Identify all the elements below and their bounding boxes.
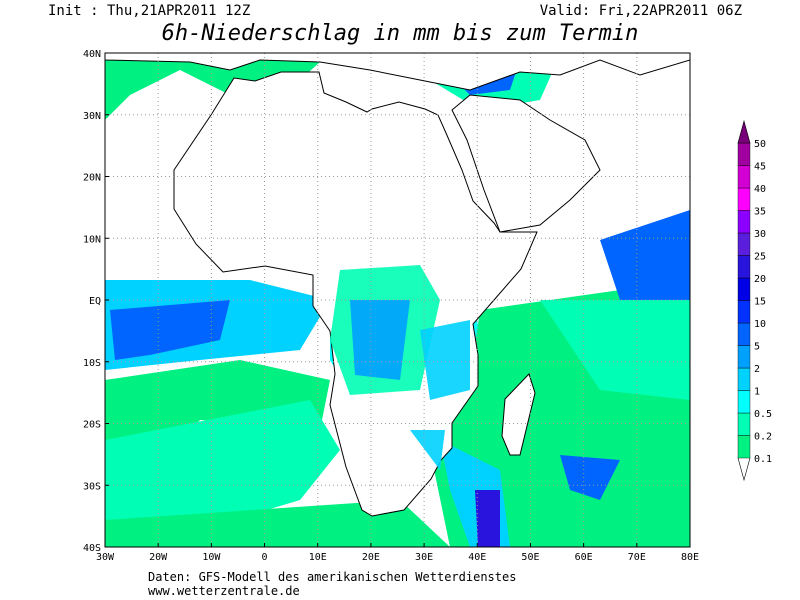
legend-label: 0.1 [754, 454, 772, 465]
legend-swatch [737, 412, 751, 436]
lon-label: 10E [309, 552, 327, 563]
legend-label: 2 [754, 364, 760, 375]
legend-label: 1 [754, 387, 760, 398]
legend-underflow [737, 457, 751, 482]
legend-label: 35 [754, 207, 766, 218]
lon-label: 60E [575, 552, 593, 563]
legend-swatch [737, 187, 751, 211]
legend-label: 5 [754, 342, 760, 353]
graticule: 30W 20W 10W 0 10E 20E 30E 40E 50E 60E 70E 80E 40N 30N… [83, 49, 699, 563]
legend-label: 20 [754, 274, 766, 285]
lat-label: 20N [83, 173, 101, 184]
lon-label: 20E [362, 552, 380, 563]
legend-label: 50 [754, 139, 766, 150]
lon-label: 10W [202, 552, 221, 563]
legend-label: 30 [754, 229, 766, 240]
legend-swatch [737, 435, 751, 459]
lat-label: 30N [83, 111, 101, 122]
legend-label: 40 [754, 184, 766, 195]
footer-source: Daten: GFS-Modell des amerikanischen Wet… [148, 570, 516, 584]
legend-swatch [737, 277, 751, 301]
legend-label: 45 [754, 162, 766, 173]
init-time: Init : Thu,21APR2011 12Z [48, 3, 250, 19]
lon-label: 20W [149, 552, 168, 563]
lat-label: 20S [83, 420, 101, 431]
legend-label: 0.2 [754, 432, 772, 443]
legend-label: 0.5 [754, 409, 772, 420]
title: 6h-Niederschlag in mm bis zum Termin [162, 21, 639, 46]
legend-swatch [737, 390, 751, 414]
legend-label: 10 [754, 319, 766, 330]
lon-label: 50E [521, 552, 539, 563]
lat-label: 10N [83, 234, 101, 245]
lon-label: 30W [96, 552, 115, 563]
lon-label: 80E [681, 552, 699, 563]
legend-label: 15 [754, 297, 766, 308]
precip-field [105, 53, 690, 547]
legend-swatch [737, 165, 751, 189]
legend-swatch [737, 345, 751, 369]
lat-label: 40N [83, 49, 101, 60]
lat-label: EQ [89, 296, 101, 307]
lat-label: 30S [83, 481, 101, 492]
lon-label: 40E [468, 552, 486, 563]
lat-label: 10S [83, 358, 101, 369]
lon-label: 30E [415, 552, 433, 563]
map-frame [104, 52, 691, 548]
legend-swatch [737, 210, 751, 234]
legend-overflow [737, 119, 751, 144]
lon-label: 70E [628, 552, 646, 563]
legend-swatch [737, 232, 751, 256]
lon-label: 0 [262, 552, 268, 563]
legend-swatch [737, 367, 751, 391]
legend-label: 25 [754, 252, 766, 263]
footer-url: www.wetterzentrale.de [148, 584, 300, 598]
legend-swatch [737, 142, 751, 166]
legend-swatch [737, 255, 751, 279]
valid-time: Valid: Fri,22APR2011 06Z [540, 3, 742, 19]
legend-swatch [737, 322, 751, 346]
lat-label: 40S [83, 543, 101, 554]
legend-swatch [737, 300, 751, 324]
